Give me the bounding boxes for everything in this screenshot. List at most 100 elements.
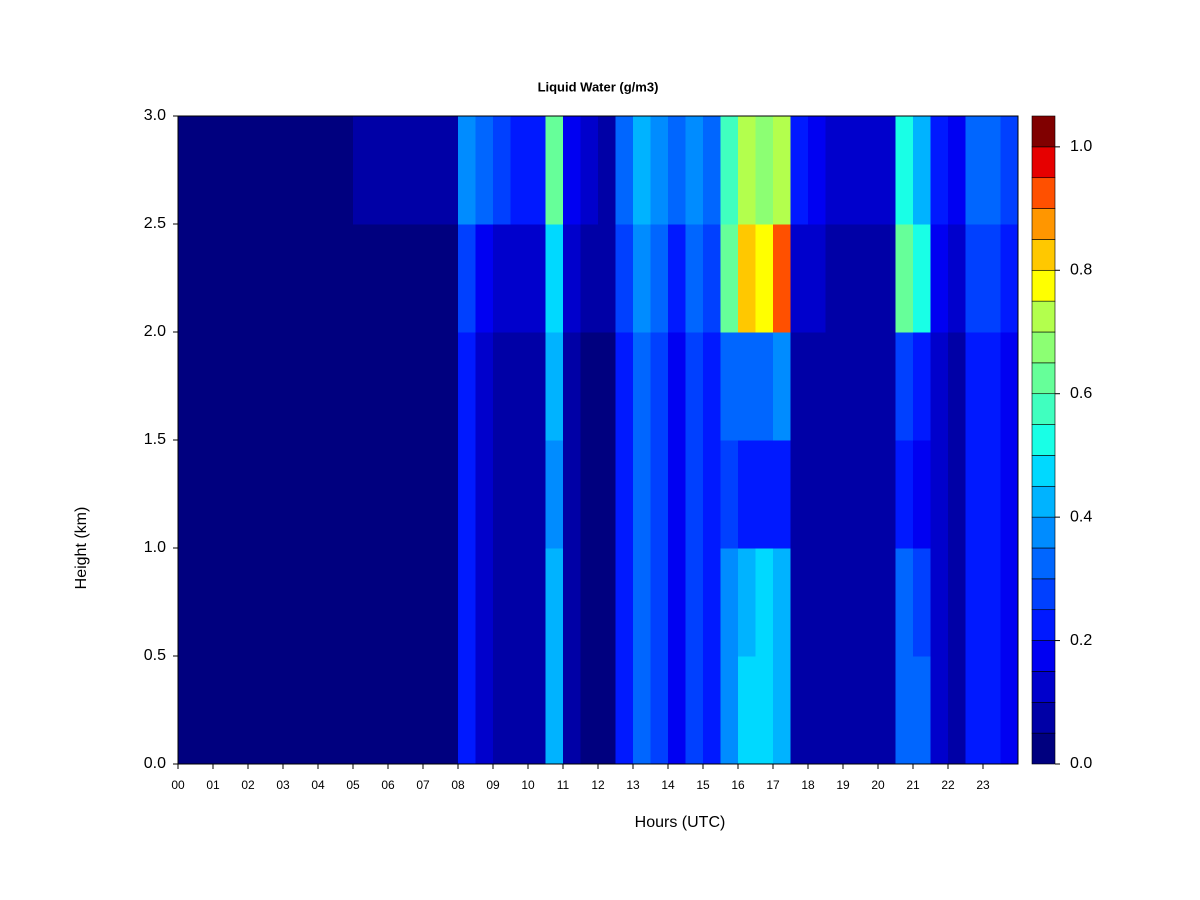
heat-cell — [493, 548, 511, 657]
heat-cell — [230, 332, 249, 441]
heat-cell — [668, 656, 686, 765]
heat-cell — [808, 116, 826, 225]
x-axis-label: Hours (UTC) — [635, 814, 726, 831]
heat-cell — [913, 224, 931, 333]
heat-cell — [930, 116, 949, 225]
heat-cell — [440, 656, 459, 765]
heat-cell — [598, 224, 616, 333]
heat-cell — [545, 224, 564, 333]
heat-cell — [878, 224, 896, 333]
heat-cell — [423, 116, 441, 225]
heat-cell — [248, 440, 266, 549]
x-tick-label: 05 — [346, 778, 360, 792]
colorbar-cell — [1031, 578, 1056, 611]
heat-cell — [475, 656, 494, 765]
heat-cell — [405, 440, 424, 549]
heat-cell — [528, 224, 546, 333]
y-axis-label: Height (km) — [73, 507, 90, 590]
heat-cell — [178, 548, 196, 657]
heat-cell — [510, 224, 529, 333]
y-tick-label: 1.0 — [144, 539, 166, 556]
heat-cell — [720, 116, 739, 225]
y-tick-label: 2.0 — [144, 323, 166, 340]
x-tick-label: 18 — [801, 778, 815, 792]
heat-cell — [475, 116, 494, 225]
heat-cell — [545, 656, 564, 765]
heat-cell — [808, 656, 826, 765]
heat-cell — [615, 332, 634, 441]
heat-cell — [265, 332, 284, 441]
heat-cell — [808, 224, 826, 333]
heat-cell — [475, 548, 494, 657]
heat-cell — [475, 224, 494, 333]
heat-cell — [283, 548, 301, 657]
heat-cell — [335, 332, 354, 441]
heat-cell — [965, 116, 984, 225]
heat-cell — [895, 656, 914, 765]
heat-cell — [668, 224, 686, 333]
heat-cell — [685, 548, 704, 657]
x-tick-label: 01 — [206, 778, 220, 792]
heat-cell — [563, 224, 581, 333]
heat-cell — [300, 224, 319, 333]
heat-cell — [178, 656, 196, 765]
heat-cell — [633, 548, 651, 657]
heat-cell — [755, 116, 774, 225]
heat-cell — [195, 116, 214, 225]
heat-cell — [843, 224, 861, 333]
heat-cell — [213, 440, 231, 549]
heat-cell — [983, 224, 1001, 333]
heat-cell — [370, 440, 389, 549]
heat-cell — [668, 332, 686, 441]
heat-cell — [545, 548, 564, 657]
heat-cell — [580, 656, 599, 765]
heat-cell — [318, 224, 336, 333]
colorbar-cell — [1031, 362, 1056, 395]
heat-cell — [983, 332, 1001, 441]
heat-cell — [598, 440, 616, 549]
heat-cell — [370, 656, 389, 765]
heat-cell — [423, 548, 441, 657]
colorbar-tick-label: 1.0 — [1070, 138, 1092, 155]
heat-cell — [1000, 116, 1019, 225]
heat-cell — [843, 332, 861, 441]
heat-cell — [895, 332, 914, 441]
heat-cell — [458, 548, 476, 657]
heat-cell — [738, 224, 756, 333]
heat-cell — [388, 656, 406, 765]
heat-cell — [650, 440, 669, 549]
colorbar-cell — [1031, 393, 1056, 425]
heat-cell — [738, 332, 756, 441]
colorbar-cell — [1031, 239, 1056, 271]
heat-cell — [755, 332, 774, 441]
colorbar-cell — [1031, 640, 1056, 672]
heat-cell — [965, 656, 984, 765]
heat-cell — [913, 440, 931, 549]
heat-cell — [685, 656, 704, 765]
heat-cell — [790, 332, 809, 441]
heat-cell — [353, 224, 371, 333]
heat-cell — [213, 656, 231, 765]
heat-cell — [370, 224, 389, 333]
colorbar-cell — [1031, 609, 1056, 641]
heat-cell — [703, 116, 721, 225]
heat-cell — [528, 656, 546, 765]
heat-cell — [983, 116, 1001, 225]
x-tick-label: 12 — [591, 778, 605, 792]
heat-cell — [283, 116, 301, 225]
x-tick-label: 15 — [696, 778, 710, 792]
heat-cell — [423, 224, 441, 333]
x-tick-label: 09 — [486, 778, 500, 792]
x-tick-label: 22 — [941, 778, 955, 792]
heat-cell — [510, 332, 529, 441]
heat-cell — [738, 440, 756, 549]
heat-cell — [178, 116, 196, 225]
heat-cell — [878, 548, 896, 657]
heat-cell — [405, 332, 424, 441]
heat-cell — [878, 332, 896, 441]
heat-cell — [633, 332, 651, 441]
heat-cell — [930, 656, 949, 765]
heat-cell — [878, 116, 896, 225]
heat-cell — [895, 440, 914, 549]
